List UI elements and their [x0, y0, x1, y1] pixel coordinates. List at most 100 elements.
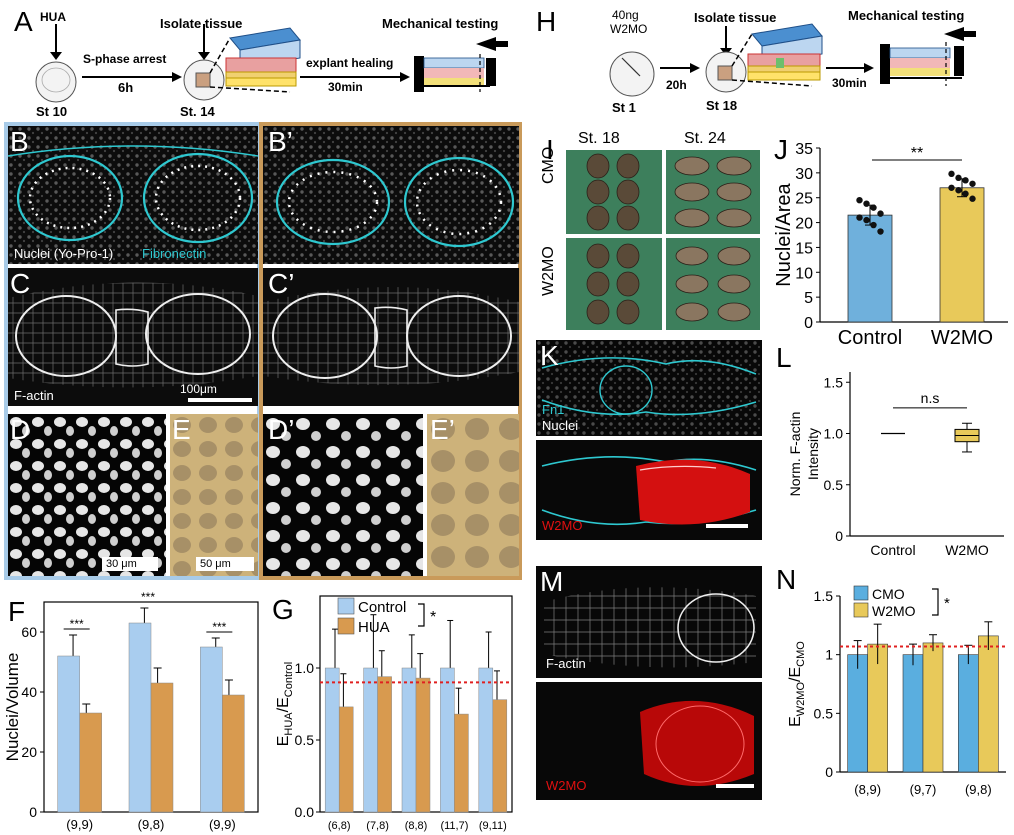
factin-micrograph-c: [8, 268, 258, 406]
k-w2mo-label: W2MO: [542, 518, 583, 533]
g-ylabel: EHUA/EControl: [275, 662, 295, 747]
g-bar: [377, 676, 392, 813]
l-ytick-label: 1.0: [824, 426, 844, 442]
nuclei-micrograph-b: [8, 126, 258, 264]
h-stage-start: St 1: [612, 100, 636, 115]
panel-letter-c-prime: C’: [268, 268, 295, 299]
panel-letter-c: C: [10, 268, 31, 299]
schematic-h-drawing: [609, 23, 976, 97]
f-ytick-label: 0: [29, 804, 37, 820]
k-scale-bar: [706, 524, 748, 528]
j-ytick-label: 30: [795, 166, 813, 183]
n-ytick-label: 1.5: [814, 588, 834, 604]
embryo-image-w2mo-st24: [666, 238, 760, 330]
j-ytick-label: 0: [804, 315, 813, 332]
j-data-point: [948, 184, 955, 191]
g-category-label: (9,11): [479, 820, 507, 832]
j-ytick-label: 10: [795, 265, 813, 282]
c-factin-label: F-actin: [14, 388, 54, 403]
l-ytick-label: 1.5: [824, 374, 844, 390]
g-bar: [454, 713, 469, 813]
j-ytick-label: 35: [795, 141, 813, 158]
n-ytick-label: 1: [825, 647, 833, 663]
g-ytick-label: 0.0: [295, 804, 315, 820]
j-ylabel: Nuclei/Area: [773, 182, 795, 286]
tissue-closeup-e: [170, 414, 258, 576]
panel-letter-b-prime: B’: [268, 126, 293, 157]
m-scale-bar: [716, 784, 754, 788]
f-ytick-label: 40: [21, 684, 37, 700]
n-bar: [958, 654, 979, 773]
morpholino-label: W2MO: [610, 22, 648, 36]
stage-mid-label: St. 14: [180, 104, 215, 119]
step2-label: explant healing: [306, 56, 394, 70]
g-bar: [492, 699, 508, 813]
panel-letter-b: B: [10, 126, 29, 157]
g-legend-bracket: [418, 603, 425, 627]
panel-letter-i: I: [546, 134, 554, 165]
j-data-point: [856, 197, 863, 204]
e-scale-box: [196, 557, 254, 571]
n-bar: [978, 635, 999, 773]
panel-letter-j: J: [774, 134, 788, 165]
n-ytick-label: 0: [825, 764, 833, 780]
panel-letter-h: H: [536, 6, 557, 37]
h-isolate-label: Isolate tissue: [694, 10, 777, 25]
j-category-label: Control: [838, 327, 902, 349]
panel-letter-k: K: [540, 340, 559, 371]
j-data-point: [962, 190, 969, 197]
f-sig-label: ***: [70, 617, 84, 631]
hua-frame: [259, 122, 522, 580]
l-ytick-label: 0.5: [824, 477, 844, 493]
g-category-label: (7,8): [366, 820, 389, 832]
factin-micrograph-c-prime: [263, 268, 519, 406]
j-data-point: [877, 210, 884, 217]
step2-time: 30min: [328, 80, 363, 94]
schematic-a-drawing: [35, 24, 508, 103]
l-category-label: W2MO: [945, 542, 989, 558]
w2mo-tracer-image: [536, 440, 762, 540]
n-bar: [847, 654, 868, 773]
m-w2mo-label: W2MO: [546, 778, 587, 793]
panel-letter-l: L: [776, 342, 792, 373]
n-legend-label: CMO: [872, 586, 905, 602]
j-data-point: [955, 187, 962, 194]
j-data-point: [877, 228, 884, 235]
f-category-label: (9,9): [66, 817, 93, 832]
g-ytick-label: 0.5: [295, 732, 315, 748]
h-step1-time: 20h: [666, 78, 687, 92]
d-scale-label: 30 μm: [106, 558, 137, 570]
embryo-image-cmo-st18: [566, 150, 662, 234]
g-category-label: (8,8): [405, 820, 428, 832]
f-ytick-label: 60: [21, 624, 37, 640]
dose-label: 40ng: [612, 8, 639, 22]
j-data-point: [962, 177, 969, 184]
panel-letter-e-prime: E’: [430, 414, 455, 445]
n-sig-label: *: [944, 595, 950, 612]
n-bar: [902, 654, 924, 773]
j-bar: [847, 214, 893, 323]
i-col1-label: St. 18: [578, 130, 620, 147]
j-data-point: [948, 170, 955, 178]
nuclei-closeup-d-prime: [263, 414, 423, 576]
fn1-nuclei-image: [536, 340, 762, 436]
f-category-label: (9,8): [138, 817, 165, 832]
tissue-closeup-e-prime: [427, 414, 519, 576]
j-ytick-label: 20: [795, 216, 813, 233]
c-scale-bar: [188, 398, 252, 402]
j-data-point: [969, 195, 976, 202]
k-fn1-label: Fn1: [542, 402, 565, 417]
f-bar: [222, 694, 245, 813]
i-col2-label: St. 24: [684, 130, 726, 147]
f-ylabel: Nuclei/Volume: [3, 653, 22, 762]
c-scale-label: 100μm: [180, 382, 217, 396]
f-sig-label: ***: [212, 620, 226, 634]
h-testing-label: Mechanical testing: [848, 8, 965, 23]
embryo-image-w2mo-st18: [566, 238, 662, 330]
g-bar: [415, 677, 431, 813]
j-sig-label: **: [911, 145, 923, 162]
w2mo-image-m: [536, 682, 762, 800]
nuclei-closeup-d: [8, 414, 166, 576]
